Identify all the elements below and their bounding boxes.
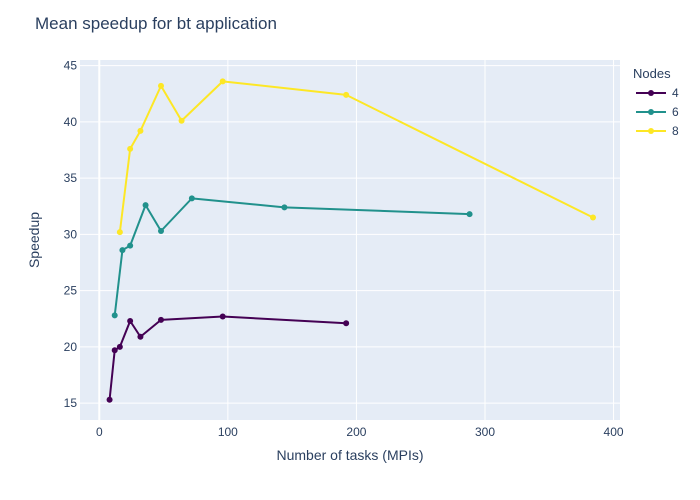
data-point[interactable] [281, 204, 288, 211]
data-point[interactable] [116, 343, 123, 350]
y-tick-label: 15 [64, 396, 78, 410]
legend-label: 4 [672, 86, 679, 100]
series-line[interactable] [118, 80, 594, 233]
legend[interactable]: Nodes 4 6 8 [633, 66, 679, 138]
x-tick-label: 400 [604, 425, 624, 439]
data-point[interactable] [137, 127, 144, 134]
data-point[interactable] [219, 313, 226, 320]
x-axis-title: Number of tasks (MPIs) [276, 447, 423, 463]
x-tick-label: 0 [96, 425, 103, 439]
series-6[interactable] [111, 195, 473, 319]
legend-label: 8 [672, 124, 679, 138]
chart-title: Mean speedup for bt application [35, 14, 277, 33]
data-point[interactable] [106, 396, 113, 403]
legend-swatch-marker [648, 128, 654, 134]
plot-area [80, 60, 620, 420]
legend-item-8[interactable]: 8 [636, 124, 679, 138]
legend-swatch-marker [648, 90, 654, 96]
legend-label: 6 [672, 105, 679, 119]
data-point[interactable] [343, 320, 350, 327]
data-point[interactable] [111, 347, 118, 354]
data-point[interactable] [158, 82, 164, 89]
x-axis-ticks: 0 100 200 300 400 [96, 425, 624, 439]
legend-title: Nodes [633, 66, 671, 81]
data-point[interactable] [142, 202, 149, 209]
y-tick-label: 45 [64, 59, 78, 73]
data-point[interactable] [343, 91, 350, 98]
data-point[interactable] [127, 145, 134, 152]
series-group [106, 78, 596, 403]
data-point[interactable] [590, 214, 596, 221]
data-point[interactable] [137, 333, 144, 340]
y-tick-label: 30 [64, 227, 78, 241]
data-point[interactable] [127, 318, 134, 324]
legend-swatch-marker [648, 109, 654, 115]
data-point[interactable] [119, 247, 126, 254]
data-point[interactable] [116, 229, 123, 236]
data-point[interactable] [188, 195, 195, 202]
data-point[interactable] [111, 312, 118, 319]
data-point[interactable] [158, 228, 164, 234]
y-axis-ticks: 15 20 25 30 35 40 45 [64, 59, 78, 411]
grid [80, 60, 620, 420]
series-4[interactable] [106, 313, 350, 403]
data-point[interactable] [178, 117, 185, 124]
y-tick-label: 25 [64, 284, 78, 298]
y-tick-label: 35 [64, 171, 78, 185]
y-tick-label: 20 [64, 340, 78, 354]
data-point[interactable] [127, 242, 134, 249]
data-point[interactable] [219, 78, 226, 85]
x-tick-label: 200 [346, 425, 366, 439]
data-point[interactable] [466, 211, 473, 218]
x-tick-label: 100 [218, 425, 238, 439]
legend-item-6[interactable]: 6 [636, 105, 679, 119]
data-point[interactable] [158, 316, 164, 323]
legend-item-4[interactable]: 4 [636, 86, 679, 100]
x-tick-label: 300 [475, 425, 495, 439]
series-8[interactable] [116, 78, 596, 236]
y-axis-title: Speedup [26, 212, 42, 268]
y-tick-label: 40 [64, 115, 78, 129]
